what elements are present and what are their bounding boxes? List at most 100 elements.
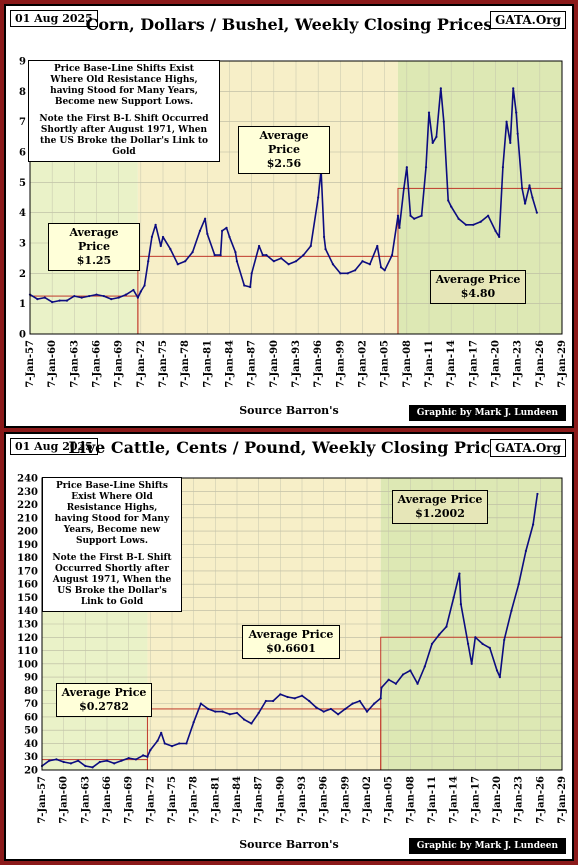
cattle-x-tick-label: 7-Jan-20: [492, 776, 503, 824]
cattle-price-point: [532, 523, 535, 526]
corn-price-point: [169, 247, 172, 251]
corn-x-tick-label: 7-Jan-69: [114, 340, 125, 388]
cattle-price-point: [221, 710, 224, 713]
corn-price-point: [228, 235, 231, 239]
corn-y-tick-label: 4: [19, 208, 26, 219]
corn-price-point: [110, 298, 113, 301]
corn-y-tick-label: 9: [19, 57, 26, 68]
corn-price-point: [150, 235, 154, 239]
corn-price-point: [206, 232, 209, 235]
corn-price-point: [204, 217, 207, 220]
corn-price-point: [424, 166, 428, 169]
corn-price-point: [528, 184, 531, 187]
corn-site-label: GATA.Org: [490, 11, 566, 29]
note-line: Occurred Shortly after: [54, 564, 170, 574]
corn-price-point: [117, 296, 120, 299]
cattle-price-point: [329, 707, 332, 711]
cattle-average-box-1: Average Price $0.2782: [56, 683, 152, 717]
corn-y-tick-label: 0: [19, 330, 26, 341]
corn-plot-frame: [29, 60, 563, 335]
cattle-average-box-2: Average Price $0.6601: [242, 625, 340, 659]
corn-price-point: [294, 260, 298, 263]
cattle-y-tick-label: 180: [17, 553, 38, 564]
average-value: $0.2782: [79, 700, 129, 713]
corn-price-point: [80, 296, 83, 299]
corn-price-point: [339, 272, 342, 275]
cattle-price-point: [120, 759, 123, 762]
cattle-price-point: [536, 492, 539, 496]
cattle-price-point: [257, 711, 260, 715]
note-line: Shortly after August 1971, When: [40, 125, 208, 135]
corn-price-point: [219, 254, 222, 257]
corn-price-point: [331, 263, 335, 266]
corn-price-point: [265, 254, 268, 257]
cattle-price-point: [84, 764, 87, 768]
corn-price-point: [302, 254, 305, 257]
corn-price-point: [324, 247, 327, 251]
corn-price-point: [243, 284, 246, 287]
corn-price-point: [36, 298, 39, 301]
corn-price-point: [409, 214, 412, 217]
corn-price-point: [383, 269, 386, 272]
corn-price-point: [498, 235, 501, 239]
corn-price-point: [43, 296, 46, 299]
cattle-site-label: GATA.Org: [490, 439, 566, 457]
cattle-price-point: [458, 572, 461, 575]
cattle-x-tick-label: 7-Jan-57: [37, 776, 48, 824]
corn-x-tick-label: 7-Jan-72: [136, 340, 147, 388]
corn-x-tick-label: 7-Jan-23: [513, 340, 524, 388]
cattle-y-tick-label: 120: [17, 633, 38, 644]
cattle-price-point: [192, 721, 195, 724]
corn-y-tick-label: 5: [19, 178, 26, 189]
corn-price-point: [280, 257, 283, 260]
corn-price-point: [161, 235, 165, 239]
corn-price-point: [512, 87, 515, 90]
corn-price-point: [376, 244, 379, 248]
cattle-price-point: [387, 678, 390, 681]
cattle-price-point: [517, 583, 520, 586]
corn-price-point: [191, 251, 194, 254]
note-line: Note the First B-L Shift Occurred: [39, 114, 209, 124]
corn-price-point: [287, 263, 290, 266]
cattle-price-point: [279, 693, 282, 696]
average-value: $4.80: [460, 287, 496, 300]
average-label: Average Price: [259, 129, 309, 156]
cattle-price-point: [503, 638, 506, 642]
cattle-x-tick-label: 7-Jan-17: [470, 776, 481, 824]
cattle-price-point: [77, 759, 80, 762]
note-line: Price Base-Line Shifts: [56, 481, 168, 491]
cattle-y-tick-label: 150: [17, 593, 38, 604]
cattle-x-tick-label: 7-Jan-99: [340, 776, 351, 824]
corn-x-tick-label: 7-Jan-08: [402, 340, 413, 388]
cattle-price-point: [286, 695, 289, 699]
corn-price-point: [447, 199, 450, 202]
corn-price-point: [368, 263, 371, 266]
cattle-price-point: [134, 758, 137, 761]
note-line: August 1971, When the: [52, 575, 172, 585]
average-value: $1.25: [76, 254, 112, 267]
corn-price-line: [29, 87, 538, 303]
cattle-y-tick-label: 140: [17, 606, 38, 617]
cattle-x-tick-label: 7-Jan-26: [535, 776, 546, 824]
corn-price-point: [487, 214, 490, 217]
corn-price-point: [65, 299, 69, 302]
cattle-price-point: [498, 675, 501, 679]
cattle-x-tick-label: 7-Jan-11: [427, 776, 438, 824]
cattle-x-tick-label: 7-Jan-93: [297, 776, 308, 824]
cattle-y-tick-label: 240: [17, 474, 38, 485]
corn-price-point: [213, 254, 216, 257]
average-value: $2.56: [266, 157, 302, 170]
corn-price-point: [420, 214, 423, 217]
corn-price-point: [132, 288, 135, 292]
cattle-x-tick-label: 7-Jan-08: [405, 776, 416, 824]
corn-chart-panel: 01 Aug 2025 Corn, Dollars / Bushel, Week…: [4, 4, 574, 428]
corn-price-point: [398, 226, 401, 229]
cattle-price-point: [365, 710, 369, 713]
cattle-credit-label: Graphic by Mark J. Lundeen: [408, 838, 566, 854]
note-line: Where Old Resistance Highs,: [50, 75, 198, 85]
average-label: Average Price: [397, 493, 483, 506]
corn-price-point: [51, 301, 54, 304]
cattle-price-point: [438, 633, 441, 636]
cattle-price-point: [524, 549, 527, 553]
corn-price-point: [450, 205, 453, 208]
